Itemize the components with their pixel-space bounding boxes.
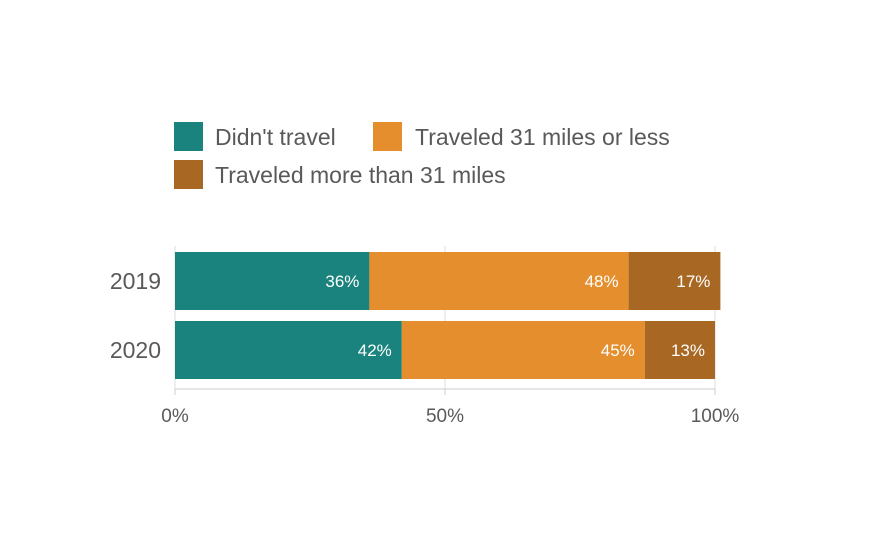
bar-segment <box>369 252 629 310</box>
legend-swatch <box>373 122 402 151</box>
bar-segment <box>644 321 715 379</box>
y-category-label: 2019 <box>110 268 161 294</box>
data-label: 48% <box>585 272 619 291</box>
legend-label: Didn't travel <box>215 124 336 150</box>
data-label: 45% <box>601 341 635 360</box>
bar-segment <box>175 321 402 379</box>
x-tick-label: 50% <box>426 406 464 427</box>
x-tick-label: 0% <box>161 406 189 427</box>
x-tick-label: 100% <box>691 406 740 427</box>
data-label: 36% <box>325 272 359 291</box>
bar-segment <box>175 252 370 310</box>
data-label: 13% <box>671 341 705 360</box>
legend-label: Traveled 31 miles or less <box>415 124 670 150</box>
chart-legend: Didn't travel Traveled 31 miles or less Tr… <box>174 122 670 189</box>
y-axis: 2019 2020 <box>110 268 161 363</box>
bar-segment <box>628 252 721 310</box>
bar-segment <box>401 321 645 379</box>
data-label: 42% <box>358 341 392 360</box>
legend-swatch <box>174 122 203 151</box>
y-category-label: 2020 <box>110 337 161 363</box>
data-label: 17% <box>676 272 710 291</box>
legend-label: Traveled more than 31 miles <box>215 162 506 188</box>
plot-area: 36% 48% 17% 42% 45% 13% <box>175 252 721 379</box>
legend-swatch <box>174 160 203 189</box>
x-axis: 0% 50% 100% <box>161 388 740 427</box>
